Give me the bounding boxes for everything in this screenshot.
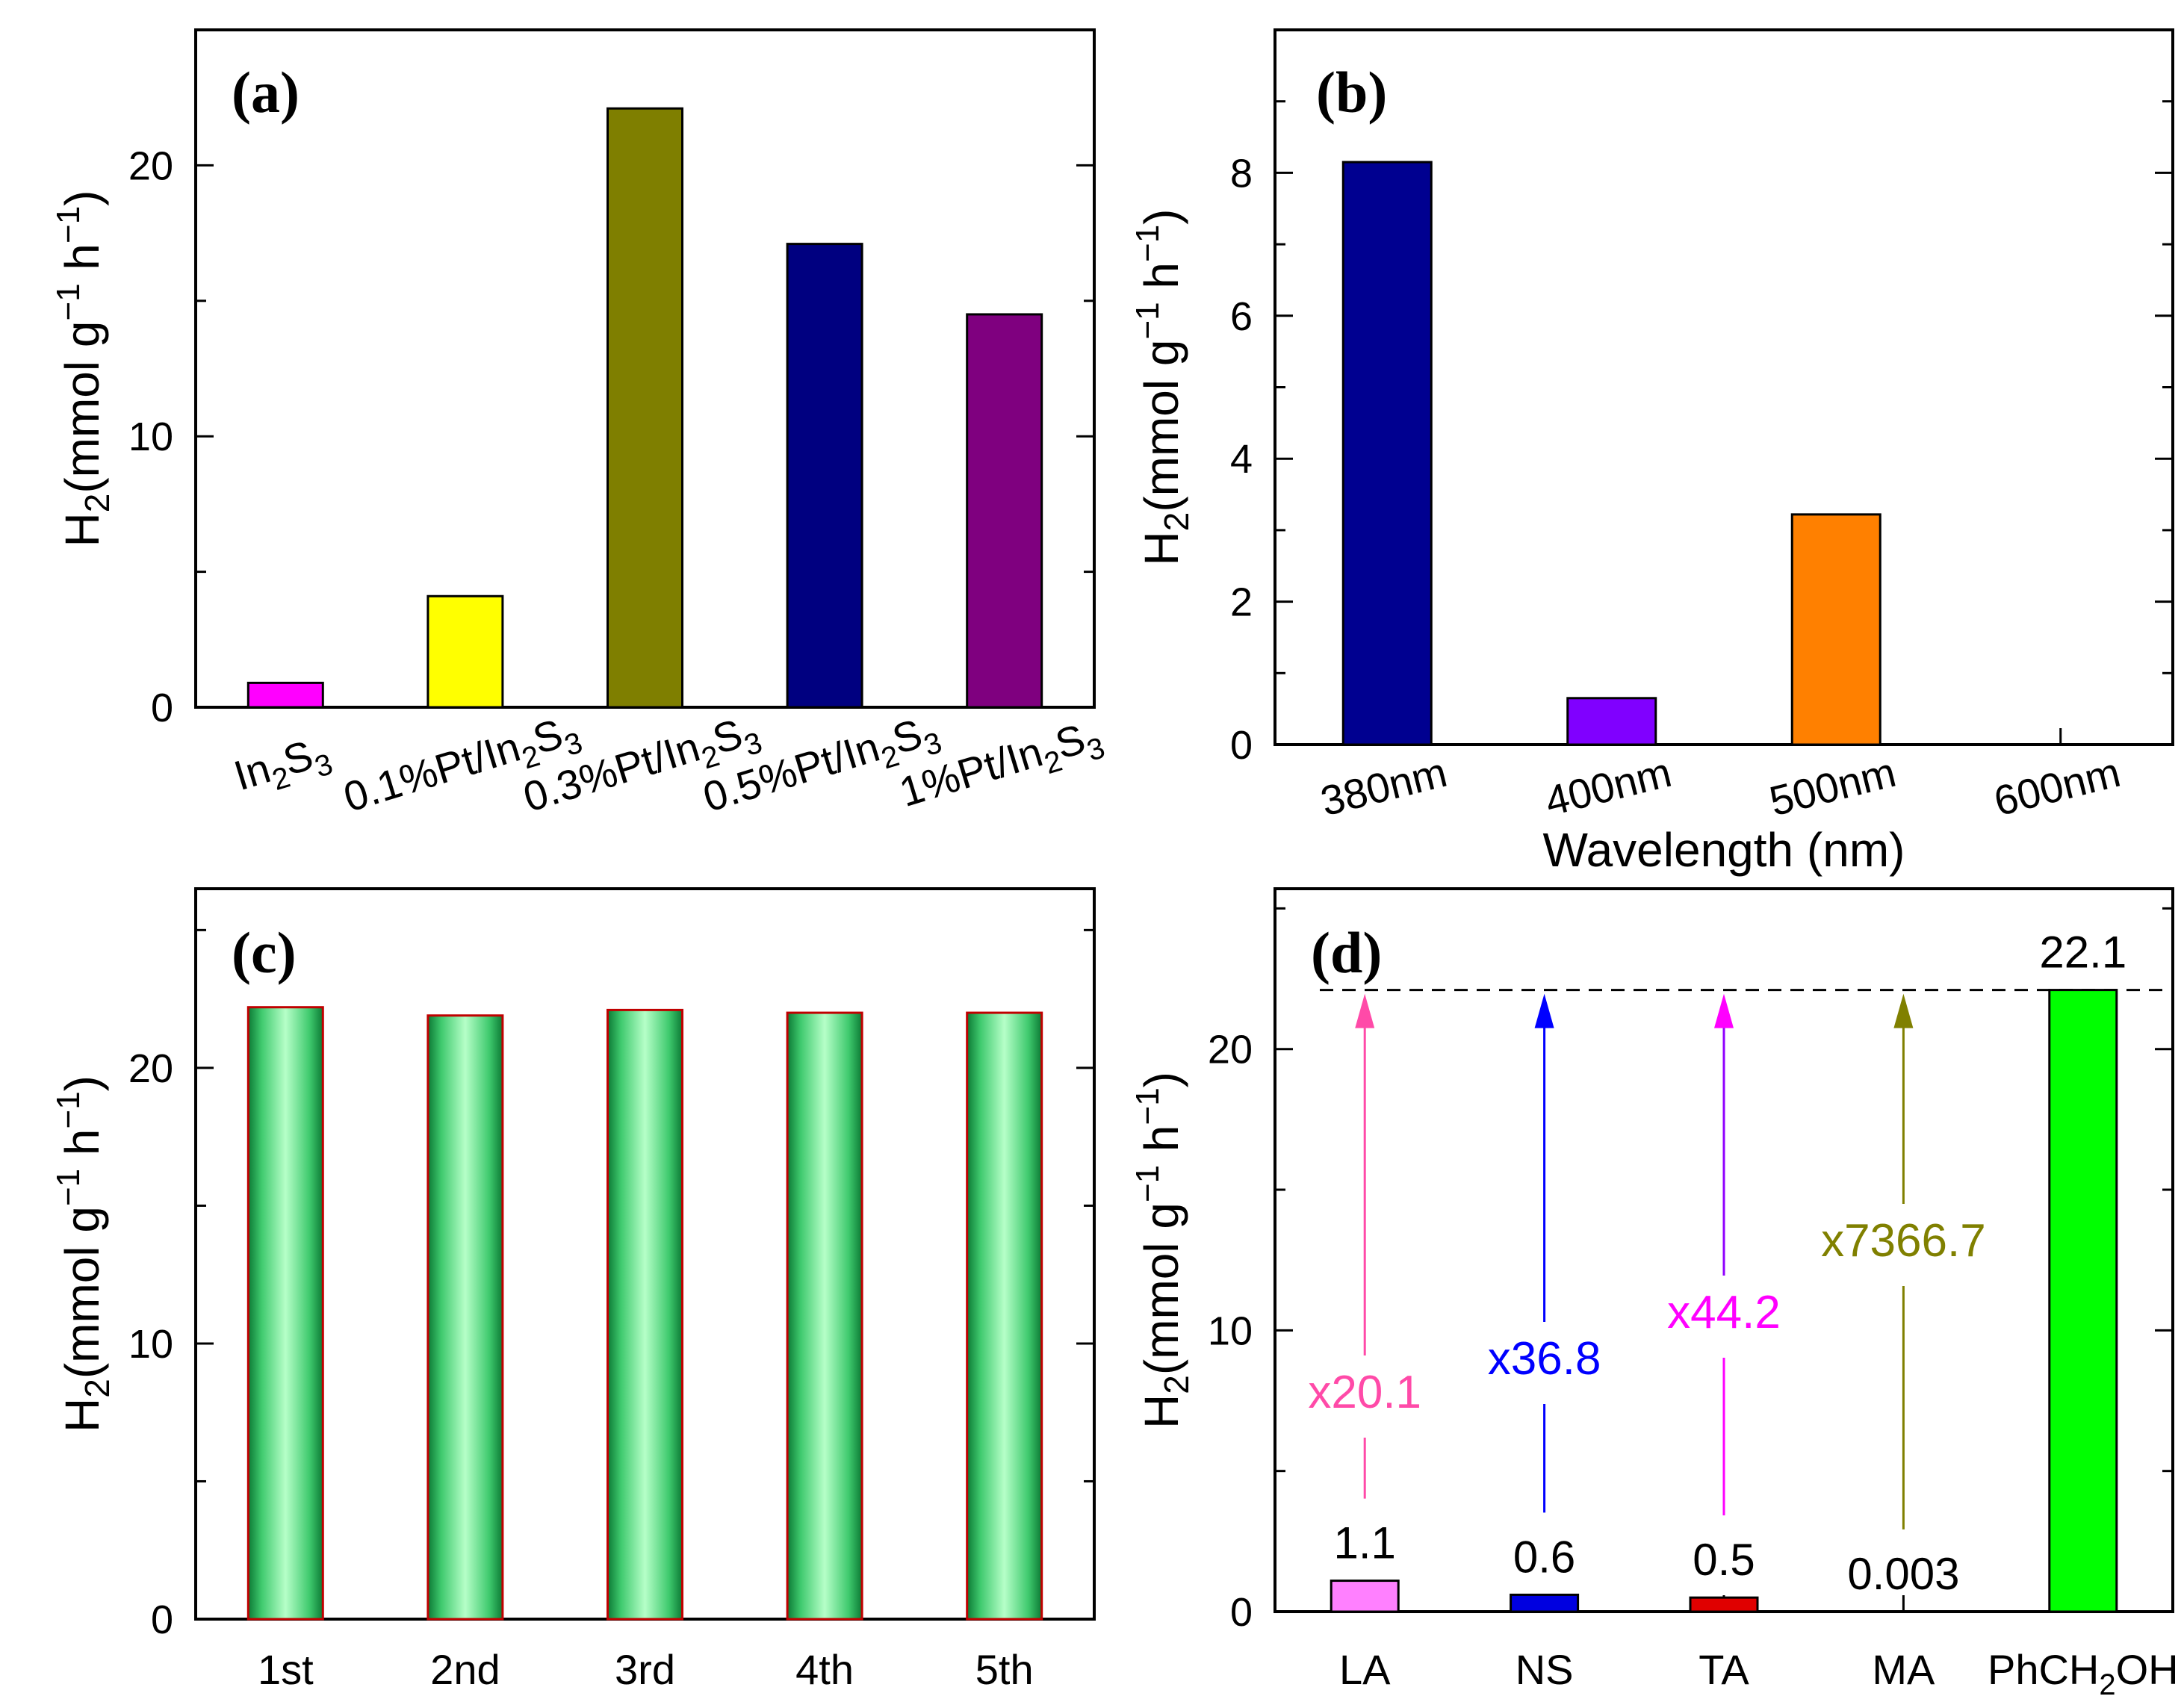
bar-TA — [1689, 1596, 1759, 1613]
x-tick-label: 5th — [975, 1646, 1034, 1693]
bar-5th — [966, 1011, 1043, 1621]
enhancement-label: x7366.7 — [1821, 1215, 1986, 1267]
arrow-head — [1714, 993, 1734, 1028]
bar-0.3%Pt/In2S3 — [607, 107, 683, 709]
panel-label: (a) — [232, 60, 300, 125]
bar-3rd — [607, 1008, 683, 1621]
value-label: 22.1 — [2039, 928, 2126, 978]
y-axis-label: H2(mmol g−1 h−1) — [50, 1075, 117, 1432]
panel-label: (b) — [1316, 60, 1387, 125]
bar-PhCH2OH — [2048, 989, 2118, 1613]
x-axis-label: Wavelength (nm) — [1543, 823, 1905, 877]
bar-1%Pt/In2S3 — [966, 313, 1043, 709]
y-tick-label: 20 — [128, 1046, 173, 1091]
arrow-head — [1355, 993, 1375, 1028]
y-axis-label: H2(mmol g−1 h−1) — [1129, 1072, 1196, 1429]
y-tick-label: 10 — [128, 414, 173, 459]
x-tick-label: LA — [1339, 1646, 1391, 1693]
bar-NS — [1510, 1593, 1580, 1613]
bar-In2S3 — [246, 681, 324, 709]
y-tick-label: 0 — [1230, 723, 1253, 768]
bar-2nd — [426, 1014, 504, 1621]
x-tick-label: 400nm — [1540, 748, 1675, 825]
x-tick-label: TA — [1699, 1646, 1749, 1693]
y-tick-label: 0 — [1230, 1590, 1253, 1635]
y-tick-label: 4 — [1230, 437, 1253, 482]
chart-panel-b: 0 2 4 6 8 H2(mmol g−1 h−1) (b) 380nm 400nm 500nm 6… — [1129, 28, 2174, 877]
bar-380nm — [1341, 161, 1433, 746]
value-label: 0.6 — [1513, 1532, 1575, 1582]
y-tick-label: 2 — [1230, 580, 1253, 625]
x-tick-label: 1%Pt/In2S3 — [894, 710, 1108, 824]
y-axis-label: H2(mmol g−1 h−1) — [1129, 209, 1196, 566]
x-tick-label: 3rd — [615, 1646, 675, 1693]
bar-1st — [246, 1006, 324, 1621]
x-tick-label: 4th — [795, 1646, 854, 1693]
bar-400nm — [1566, 697, 1657, 746]
bar-0.5%Pt/In2S3 — [786, 243, 863, 709]
x-tick-label: 600nm — [1989, 748, 2124, 825]
y-tick-label: 10 — [1208, 1308, 1253, 1353]
x-tick-label: 380nm — [1316, 748, 1451, 825]
y-tick-label: 10 — [128, 1322, 173, 1367]
panel-label: (d) — [1311, 920, 1382, 985]
y-tick-label: 8 — [1230, 151, 1253, 196]
value-label: 1.1 — [1333, 1518, 1395, 1568]
bar-500nm — [1790, 513, 1881, 746]
enhancement-label: x36.8 — [1488, 1333, 1601, 1385]
y-axis-label: H2(mmol g−1 h−1) — [50, 190, 117, 547]
bar-4th — [786, 1011, 863, 1621]
value-label: 0.003 — [1847, 1549, 1959, 1599]
arrow-head — [1534, 993, 1554, 1028]
x-tick-label: In2S3 — [229, 726, 337, 807]
y-tick-label: 0 — [151, 1597, 173, 1642]
y-tick-label: 0 — [151, 686, 173, 730]
bar-LA — [1330, 1580, 1400, 1613]
y-tick-label: 20 — [1208, 1028, 1253, 1072]
x-tick-label: PhCH2OH — [1988, 1646, 2179, 1701]
x-tick-label: 1st — [258, 1646, 314, 1693]
panel-label: (c) — [232, 920, 297, 985]
enhancement-label: x20.1 — [1308, 1367, 1421, 1418]
value-label: 0.5 — [1693, 1535, 1755, 1585]
y-tick-label: 20 — [128, 143, 173, 188]
bar-0.1%Pt/In2S3 — [426, 594, 504, 709]
x-tick-label: NS — [1516, 1646, 1574, 1693]
arrow-head — [1893, 993, 1914, 1028]
x-tick-label: 500nm — [1765, 748, 1900, 825]
x-tick-label: 2nd — [430, 1646, 500, 1693]
y-tick-label: 6 — [1230, 294, 1253, 339]
chart-panel-d: 0 10 20 H2(mmol g−1 h−1) (d) 1.1 0.6 0.5 0.003 22… — [1129, 887, 2179, 1701]
x-tick-label: MA — [1872, 1646, 1935, 1693]
enhancement-label: x44.2 — [1667, 1287, 1781, 1338]
